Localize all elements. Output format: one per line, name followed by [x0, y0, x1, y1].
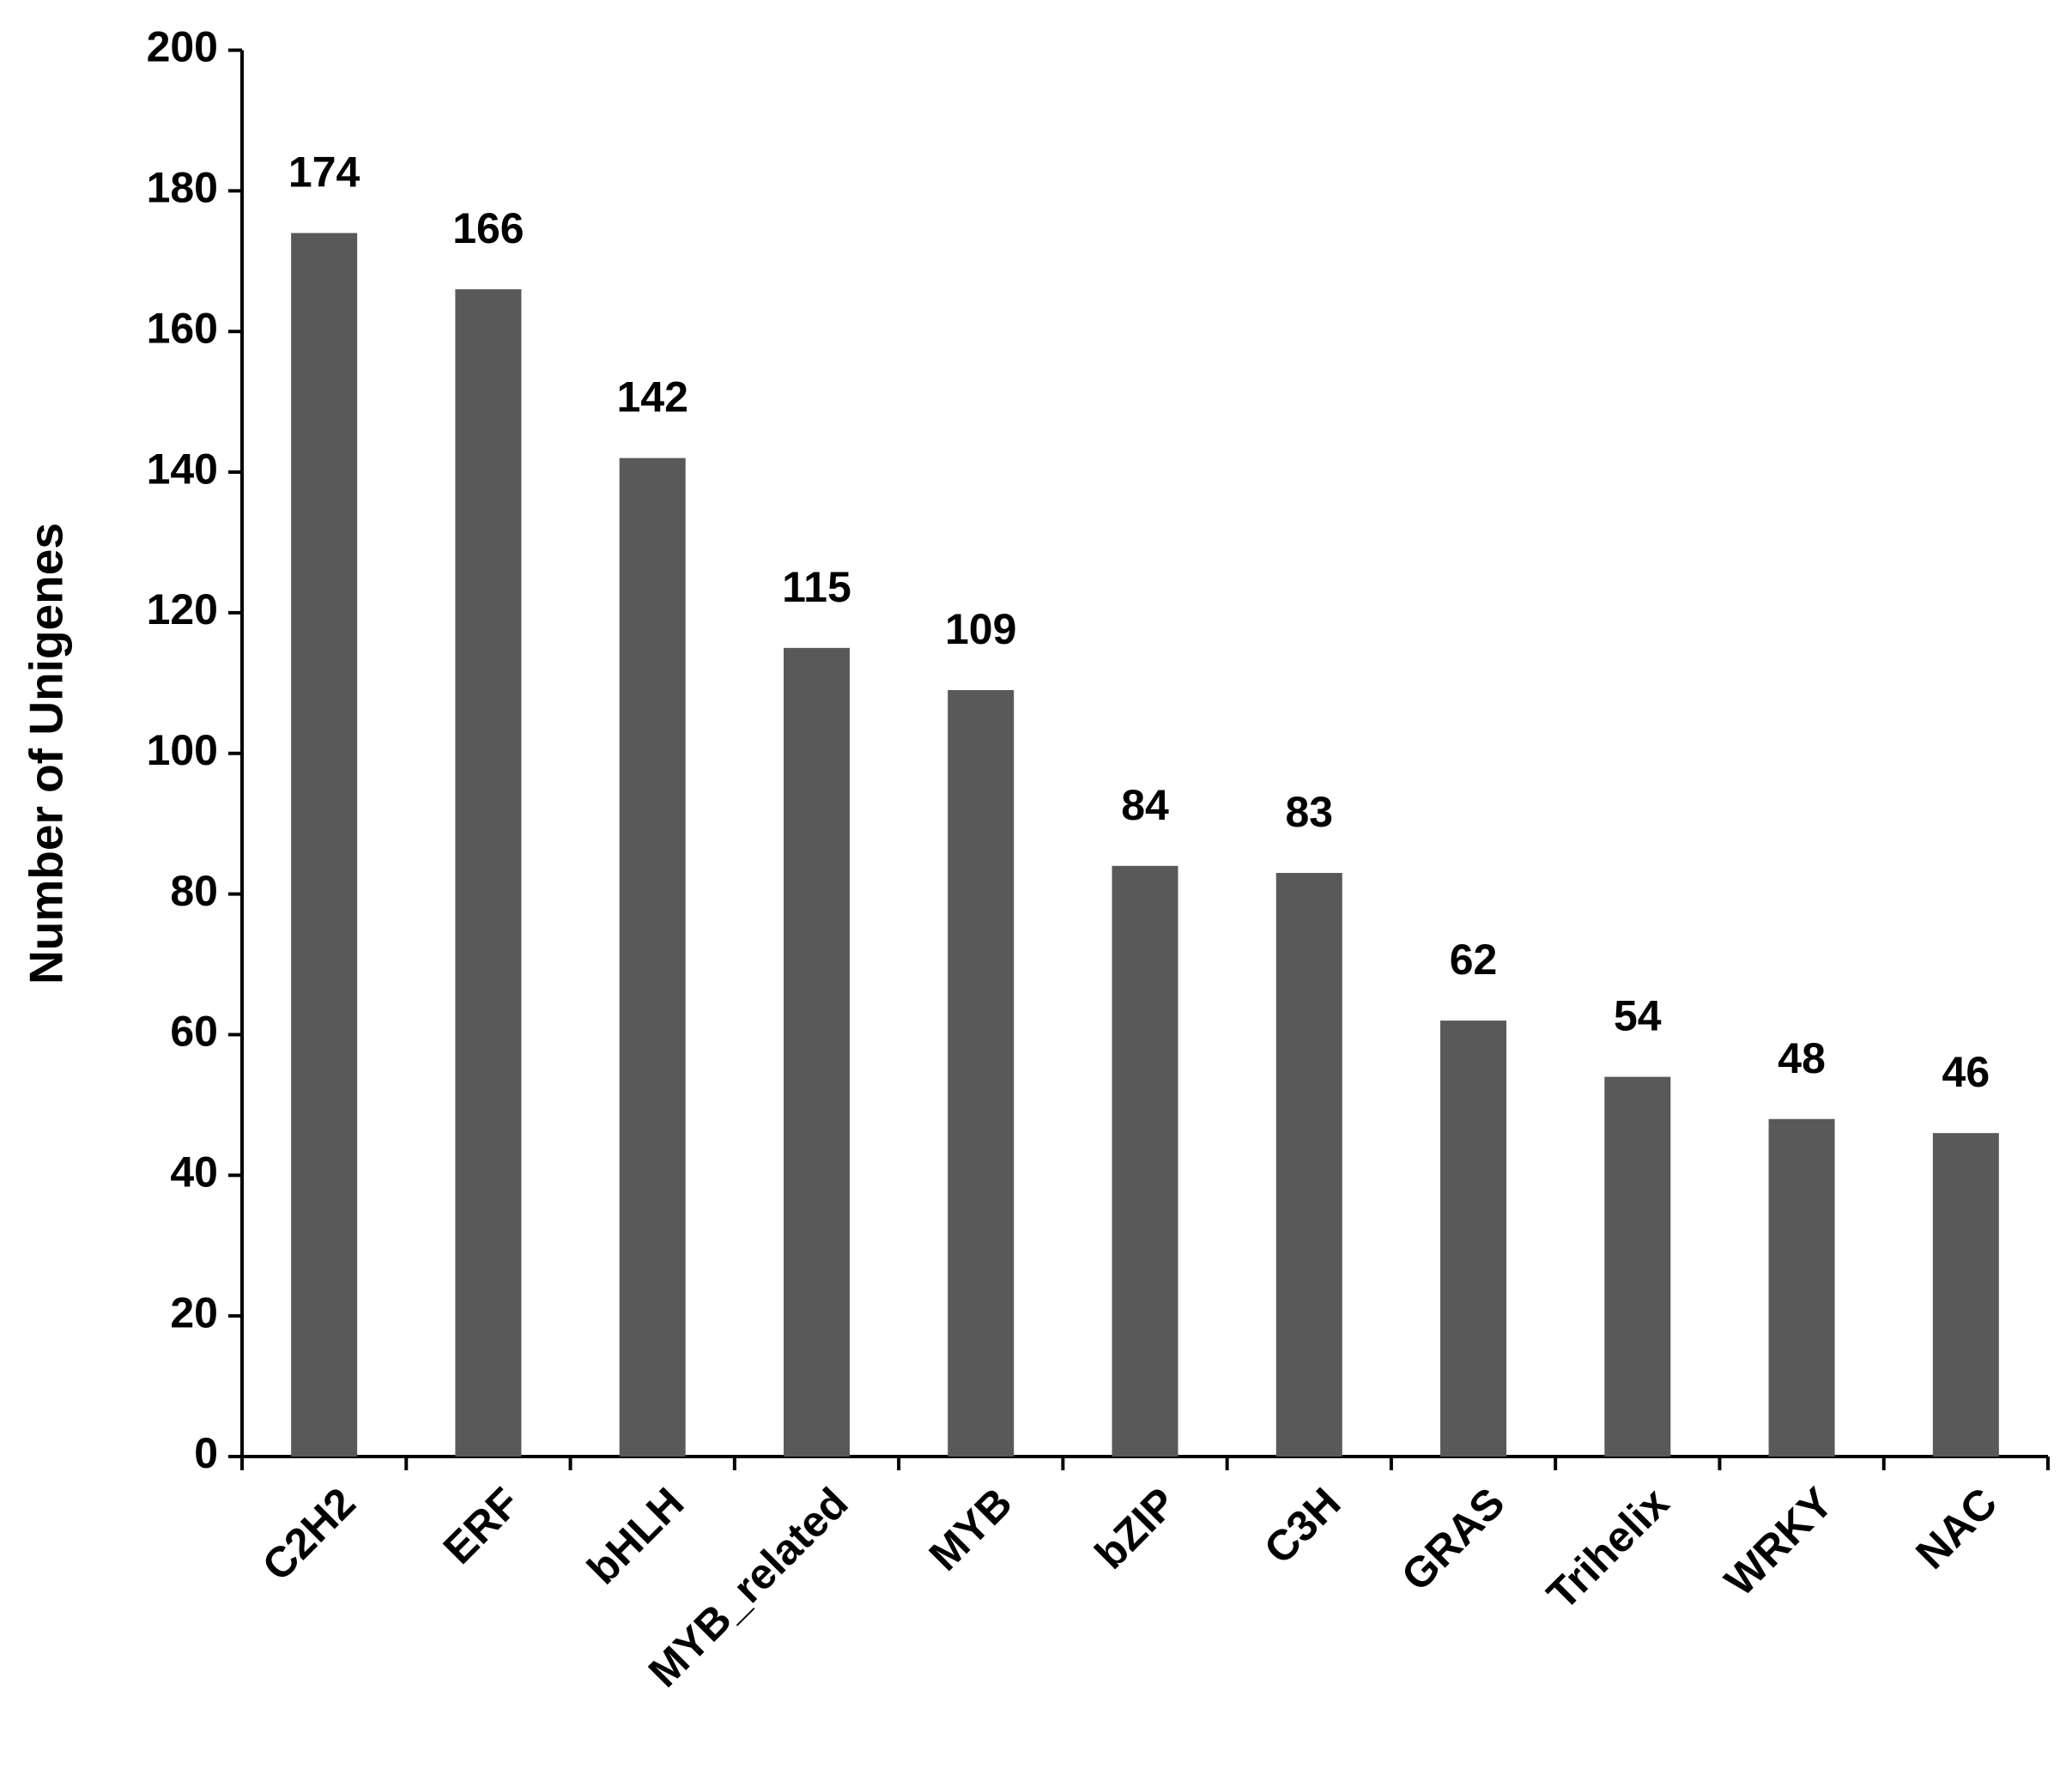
bar [1604, 1076, 1671, 1457]
x-tick-label: ERF [434, 1479, 529, 1573]
bar [1932, 1133, 1999, 1457]
y-tick-label: 160 [147, 304, 218, 352]
value-label: 109 [945, 605, 1016, 653]
y-tick-label: 140 [147, 445, 218, 493]
value-label: 54 [1614, 992, 1662, 1040]
value-label: 174 [288, 148, 360, 197]
value-label: 142 [616, 373, 688, 421]
x-tick-label: C3H [1255, 1479, 1349, 1573]
y-tick-label: 0 [194, 1429, 218, 1477]
y-tick-label: 100 [147, 726, 218, 774]
value-label: 84 [1121, 781, 1169, 829]
x-tick-label: WRKY [1716, 1479, 1843, 1606]
value-label: 46 [1942, 1048, 1990, 1096]
bar [1768, 1118, 1835, 1457]
y-tick-label: 200 [147, 23, 218, 71]
x-tick-label: NAC [1906, 1479, 2006, 1578]
y-tick-label: 120 [147, 585, 218, 633]
bar [1112, 865, 1178, 1457]
value-label: 48 [1778, 1034, 1826, 1082]
bar [1275, 873, 1342, 1457]
y-tick-label: 60 [170, 1008, 218, 1056]
y-tick-label: 80 [170, 867, 218, 915]
x-tick-label: MYB [920, 1479, 1021, 1580]
value-label: 166 [452, 204, 524, 252]
y-tick-label: 20 [170, 1288, 218, 1336]
x-tick-label: Trihelix [1538, 1478, 1679, 1619]
bar [1440, 1021, 1507, 1457]
x-tick-label: GRAS [1392, 1479, 1514, 1601]
y-tick-label: 180 [147, 164, 218, 212]
value-label: 83 [1285, 788, 1333, 836]
bar [948, 690, 1015, 1457]
bar [291, 233, 358, 1457]
x-tick-label: bHLH [578, 1479, 693, 1594]
value-label: 115 [782, 563, 851, 611]
x-tick-label: C2H2 [253, 1479, 365, 1590]
bar [783, 647, 850, 1457]
x-tick-label: bZIP [1086, 1479, 1185, 1578]
bar [455, 289, 522, 1457]
bar [619, 457, 686, 1457]
value-label: 62 [1450, 936, 1498, 984]
y-axis-title: Number of Unigenes [20, 523, 73, 984]
y-tick-label: 40 [170, 1148, 218, 1196]
